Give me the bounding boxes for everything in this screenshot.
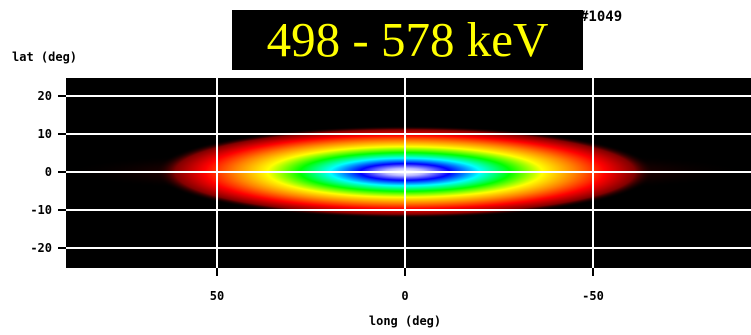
map-id-label: #1049: [580, 9, 623, 25]
y-tick-label: 10: [38, 127, 52, 141]
tick-labels: -50 0 50 20 10 0 -10 -20: [30, 89, 604, 303]
y-axis-label: lat (deg): [12, 50, 77, 64]
y-tick-label: 0: [45, 165, 52, 179]
axis-ticks: [58, 95, 594, 276]
x-axis-label: long (deg): [369, 314, 441, 328]
grid-lines: [66, 66, 751, 268]
y-tick-label: 20: [38, 89, 52, 103]
x-tick-label: 0: [401, 289, 408, 303]
y-tick-label: -10: [30, 203, 52, 217]
y-tick-label: -20: [30, 241, 52, 255]
x-tick-label: -50: [582, 289, 604, 303]
x-tick-label: 50: [210, 289, 224, 303]
energy-band-title: 498 - 578 keV: [232, 10, 583, 70]
